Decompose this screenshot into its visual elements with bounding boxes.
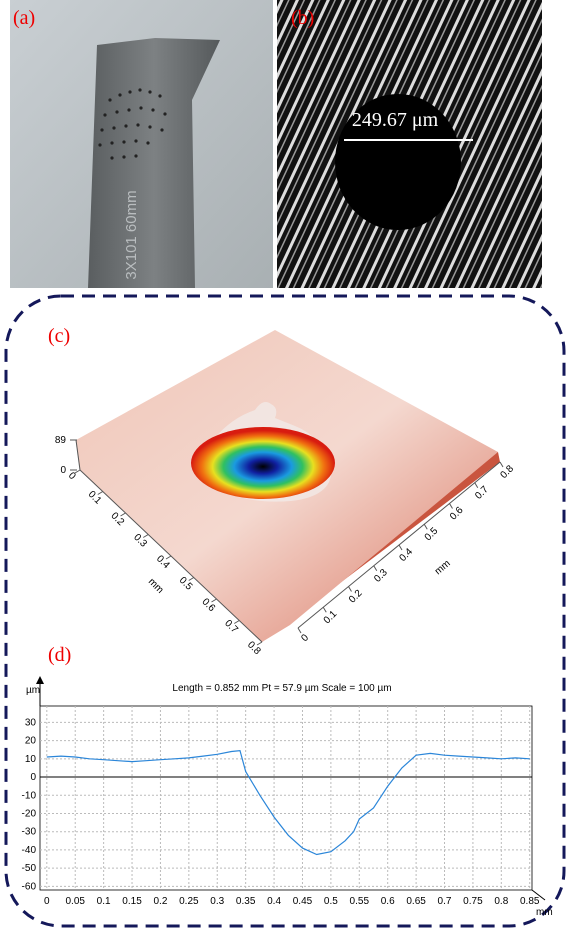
chart-title: Length = 0.852 mm Pt = 57.9 µm Scale = 1… xyxy=(172,683,391,694)
scale-text: 249.67 μm xyxy=(352,109,439,131)
panel-c: (c) 00.10.20.30.40.50.60.70.800.10.20.30… xyxy=(48,325,516,657)
y-tick-label: 0.6 xyxy=(448,505,466,523)
z-tick-label: 89 xyxy=(55,435,67,446)
x-axis-label: mm xyxy=(146,576,166,596)
y-tick-label: 0.1 xyxy=(322,608,340,626)
x-tick-label: 0.6 xyxy=(199,596,217,614)
panel-d: (d) 30 20 10 0 -10 -20 -30 -40 -50 -60 0 0.05 0.1 0.1… xyxy=(22,644,553,918)
x-tick-label: 0.6 xyxy=(381,896,395,907)
x-unit: mm xyxy=(536,907,553,918)
y-tick-label: 0.2 xyxy=(347,588,365,606)
panel-a: 3X101 60mm (a) xyxy=(10,0,273,288)
y-tick-label: -30 xyxy=(22,827,37,838)
y-tick-label: 0.4 xyxy=(397,546,415,564)
x-tick-label: 0.15 xyxy=(122,896,142,907)
x-tick-label: 0.5 xyxy=(324,896,338,907)
y-tick-label: 0 xyxy=(30,772,36,783)
x-tick-label: 0.7 xyxy=(438,896,452,907)
engraving: 3X101 60mm xyxy=(123,190,140,279)
x-tick-label: 0.25 xyxy=(179,896,199,907)
x-tick-label: 0.3 xyxy=(210,896,224,907)
tick xyxy=(475,483,478,488)
x-tick-label: 0.65 xyxy=(406,896,426,907)
tick xyxy=(323,607,326,612)
x-tick-label: 0.85 xyxy=(520,896,540,907)
plot-area xyxy=(40,706,532,890)
tick xyxy=(424,524,427,529)
x-tick-label: 0.8 xyxy=(494,896,508,907)
y-unit: µm xyxy=(26,685,40,696)
tick xyxy=(374,566,377,571)
x-tick-label: 0.2 xyxy=(153,896,167,907)
tick xyxy=(500,462,503,467)
panel-label: (d) xyxy=(48,644,71,666)
x-tick-label: 0 xyxy=(44,896,50,907)
page: 3X101 60mm (a) 249.67 μm (b) (c) 00.10.2… xyxy=(0,0,568,932)
y-axis-label: mm xyxy=(433,558,453,577)
y-tick-label: 20 xyxy=(25,736,37,747)
tick xyxy=(399,545,402,550)
x-tick-label: 0.4 xyxy=(154,553,172,571)
x-tick-label: 0.55 xyxy=(350,896,370,907)
x-tick-label: 0.7 xyxy=(222,618,240,636)
x-tick-label: 0.1 xyxy=(86,489,104,507)
y-tick-label: 0.8 xyxy=(498,463,516,481)
figure: 3X101 60mm (a) 249.67 μm (b) (c) 00.10.2… xyxy=(0,0,568,932)
panel-label: (c) xyxy=(48,325,70,347)
x-tick-label: 0.3 xyxy=(131,532,149,550)
y-tick-label: -20 xyxy=(22,808,37,819)
y-tick-label: 0.3 xyxy=(372,567,390,585)
panel-label: (a) xyxy=(13,7,35,29)
tick xyxy=(450,504,453,509)
x-tick-label: 0.75 xyxy=(463,896,483,907)
tick xyxy=(349,587,352,592)
y-tick-label: 0 xyxy=(299,632,311,644)
crater xyxy=(191,427,335,499)
x-tick-label: 0.8 xyxy=(245,639,263,657)
y-tick-label: -60 xyxy=(22,881,37,892)
x-tick-label: 0.2 xyxy=(108,510,126,528)
y-tick-label: -50 xyxy=(22,863,37,874)
x-tick-label: 0.05 xyxy=(65,896,85,907)
x-tick-label: 0.4 xyxy=(267,896,281,907)
y-arrow-head xyxy=(36,676,44,684)
y-tick-label: -40 xyxy=(22,845,37,856)
panel-b: 249.67 μm (b) xyxy=(277,0,542,288)
tick xyxy=(298,628,301,633)
x-tick-label: 0.1 xyxy=(97,896,111,907)
x-tick-label: 0.35 xyxy=(236,896,256,907)
y-tick-label: 30 xyxy=(25,717,37,728)
y-tick-label: 10 xyxy=(25,754,37,765)
y-tick-label: 0.7 xyxy=(473,484,491,502)
z-tick-label: 0 xyxy=(60,465,66,476)
x-tick-label: 0 xyxy=(66,470,78,482)
x-tick-label: 0.5 xyxy=(177,575,195,593)
y-tick-label: 0.5 xyxy=(423,525,441,543)
panel-label: (b) xyxy=(291,7,314,29)
y-tick-label: -10 xyxy=(22,790,37,801)
x-tick-label: 0.45 xyxy=(293,896,313,907)
